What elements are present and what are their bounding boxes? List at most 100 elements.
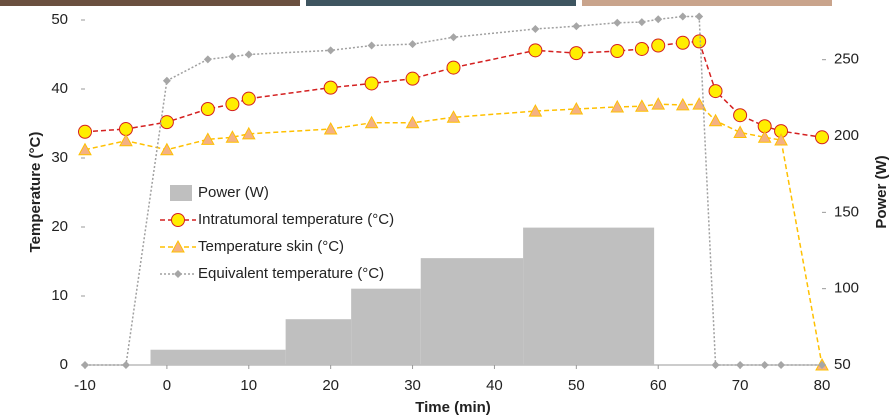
x-tick-label: 20 xyxy=(322,377,339,394)
y-tick-label: 50 xyxy=(51,11,68,28)
data-point xyxy=(733,125,747,138)
y-axis-title: Temperature (°C) xyxy=(27,132,44,253)
data-point xyxy=(228,52,237,61)
data-point xyxy=(736,361,745,369)
legend-marker xyxy=(171,239,185,253)
y2-tick-label: 150 xyxy=(834,203,859,220)
x-tick-label: 40 xyxy=(486,377,503,394)
data-point xyxy=(634,41,649,56)
data-point xyxy=(326,46,335,55)
data-point xyxy=(613,18,622,27)
data-point xyxy=(637,18,646,27)
data-point xyxy=(446,60,461,75)
data-point xyxy=(815,130,829,145)
data-point xyxy=(241,126,256,140)
data-point xyxy=(241,91,256,106)
data-point xyxy=(708,84,723,99)
data-point xyxy=(774,133,788,146)
data-point xyxy=(225,97,240,112)
data-point xyxy=(449,33,458,42)
data-point xyxy=(121,361,130,369)
y-tick-label: 40 xyxy=(51,80,68,97)
y-tick-label: 20 xyxy=(51,218,68,235)
y2-axis-title: Power (W) xyxy=(873,155,890,228)
y-tick-label: 30 xyxy=(51,149,68,166)
power-bar xyxy=(523,227,655,365)
data-point xyxy=(200,102,215,117)
data-point xyxy=(692,34,707,49)
legend-label: Equivalent temperature (°C) xyxy=(198,265,384,282)
data-point xyxy=(323,80,338,95)
data-point xyxy=(200,132,215,145)
data-point xyxy=(695,12,704,21)
data-point xyxy=(675,35,690,50)
data-point xyxy=(757,130,772,143)
power-bar xyxy=(420,258,524,365)
data-point xyxy=(203,55,212,64)
data-point xyxy=(528,104,543,117)
series-line xyxy=(84,103,823,366)
x-tick-label: 50 xyxy=(568,377,585,394)
data-point xyxy=(162,76,171,85)
data-point xyxy=(572,22,581,31)
data-point xyxy=(78,142,92,156)
x-tick-label: 60 xyxy=(650,377,667,394)
x-tick-label: -10 xyxy=(74,377,96,394)
data-point xyxy=(364,76,379,91)
data-point xyxy=(367,41,376,50)
data-point xyxy=(405,115,420,129)
data-point xyxy=(160,142,174,156)
data-point xyxy=(446,110,461,123)
y2-tick-label: 250 xyxy=(834,51,859,68)
data-point xyxy=(408,40,417,49)
y2-tick-label: 200 xyxy=(834,127,859,144)
x-axis-title: Time (min) xyxy=(415,399,491,416)
data-point xyxy=(654,15,663,24)
data-point xyxy=(675,97,690,111)
y2-tick-label: 50 xyxy=(834,356,851,373)
data-point xyxy=(651,38,666,53)
data-point xyxy=(569,101,584,115)
data-point xyxy=(692,97,707,110)
data-point xyxy=(678,12,687,21)
data-point xyxy=(119,133,133,147)
x-tick-label: 70 xyxy=(732,377,749,394)
data-point xyxy=(818,361,826,369)
x-tick-label: 10 xyxy=(240,377,257,394)
data-point xyxy=(760,361,769,369)
legend-swatch xyxy=(170,185,192,201)
legend-marker xyxy=(174,270,182,278)
legend-label: Intratumoral temperature (°C) xyxy=(198,211,394,228)
power-bar xyxy=(150,349,286,365)
data-point xyxy=(708,113,723,127)
legend-label: Temperature skin (°C) xyxy=(198,238,344,255)
data-point xyxy=(610,99,625,113)
power-bar xyxy=(285,319,352,365)
data-point xyxy=(711,361,720,369)
data-point xyxy=(733,108,748,123)
y-tick-label: 10 xyxy=(51,287,68,304)
series-line xyxy=(85,15,822,366)
data-point xyxy=(364,115,379,129)
data-point xyxy=(610,44,625,59)
data-point xyxy=(635,99,649,112)
x-tick-label: 80 xyxy=(814,377,831,394)
x-tick-label: 0 xyxy=(163,377,171,394)
data-point xyxy=(81,361,89,369)
data-point xyxy=(777,361,786,369)
data-point xyxy=(569,46,584,61)
y2-tick-label: 100 xyxy=(834,280,859,297)
data-point xyxy=(225,130,240,143)
data-point xyxy=(531,24,540,33)
photo-strip xyxy=(306,0,576,6)
x-tick-label: 30 xyxy=(404,377,421,394)
photo-strip xyxy=(0,0,300,6)
data-point xyxy=(118,122,133,137)
data-point xyxy=(159,115,174,130)
photo-strip xyxy=(582,0,832,6)
y-tick-label: 0 xyxy=(60,356,68,373)
data-point xyxy=(405,71,420,86)
series-line xyxy=(84,40,823,139)
power-bar xyxy=(351,288,421,365)
